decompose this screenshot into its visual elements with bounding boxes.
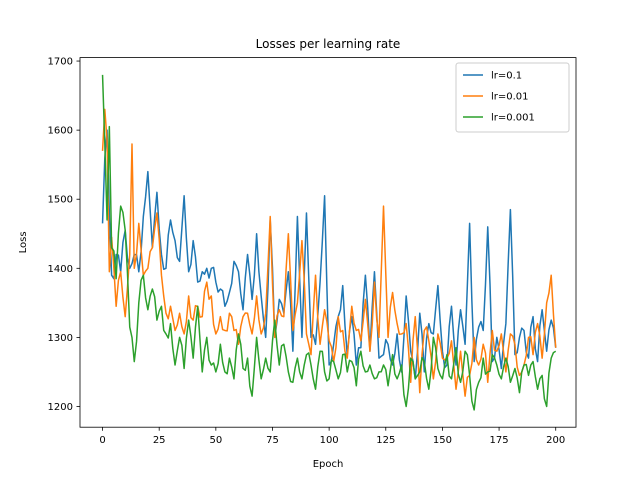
legend-label: lr=0.01 bbox=[491, 92, 529, 103]
x-tick-label: 150 bbox=[433, 435, 452, 446]
y-tick-label: 1200 bbox=[48, 402, 73, 413]
series-line-3 bbox=[101, 74, 557, 411]
x-axis: 0 25 50 75 100 125 150 175 200 bbox=[99, 427, 565, 446]
y-tick-label: 1300 bbox=[48, 333, 73, 344]
y-tick-label: 1500 bbox=[48, 195, 73, 206]
y-tick-label: 1400 bbox=[48, 264, 73, 275]
plot-frame bbox=[79, 57, 577, 428]
y-axis: 1200 1300 1400 1500 1600 1700 bbox=[48, 57, 80, 413]
x-tick-label: 100 bbox=[320, 435, 339, 446]
y-tick-label: 1700 bbox=[48, 57, 73, 68]
x-tick-label: 50 bbox=[209, 435, 222, 446]
series-line-1 bbox=[101, 129, 557, 380]
y-axis-label: Loss bbox=[18, 231, 29, 253]
legend-box bbox=[455, 62, 570, 133]
x-tick-label: 0 bbox=[99, 435, 105, 446]
series-line-2 bbox=[101, 108, 557, 397]
legend-label: lr=0.001 bbox=[491, 113, 535, 124]
legend-label: lr=0.1 bbox=[491, 71, 522, 82]
legend: lr=0.1 lr=0.01 lr=0.001 bbox=[455, 62, 570, 133]
chart-title: Losses per learning rate bbox=[256, 37, 401, 51]
x-tick-label: 175 bbox=[490, 435, 509, 446]
series-layer bbox=[101, 74, 557, 411]
y-tick-label: 1600 bbox=[48, 126, 73, 137]
x-tick-label: 125 bbox=[376, 435, 395, 446]
x-tick-label: 200 bbox=[546, 435, 565, 446]
x-tick-label: 25 bbox=[153, 435, 166, 446]
x-axis-label: Epoch bbox=[313, 459, 344, 470]
x-tick-label: 75 bbox=[266, 435, 279, 446]
